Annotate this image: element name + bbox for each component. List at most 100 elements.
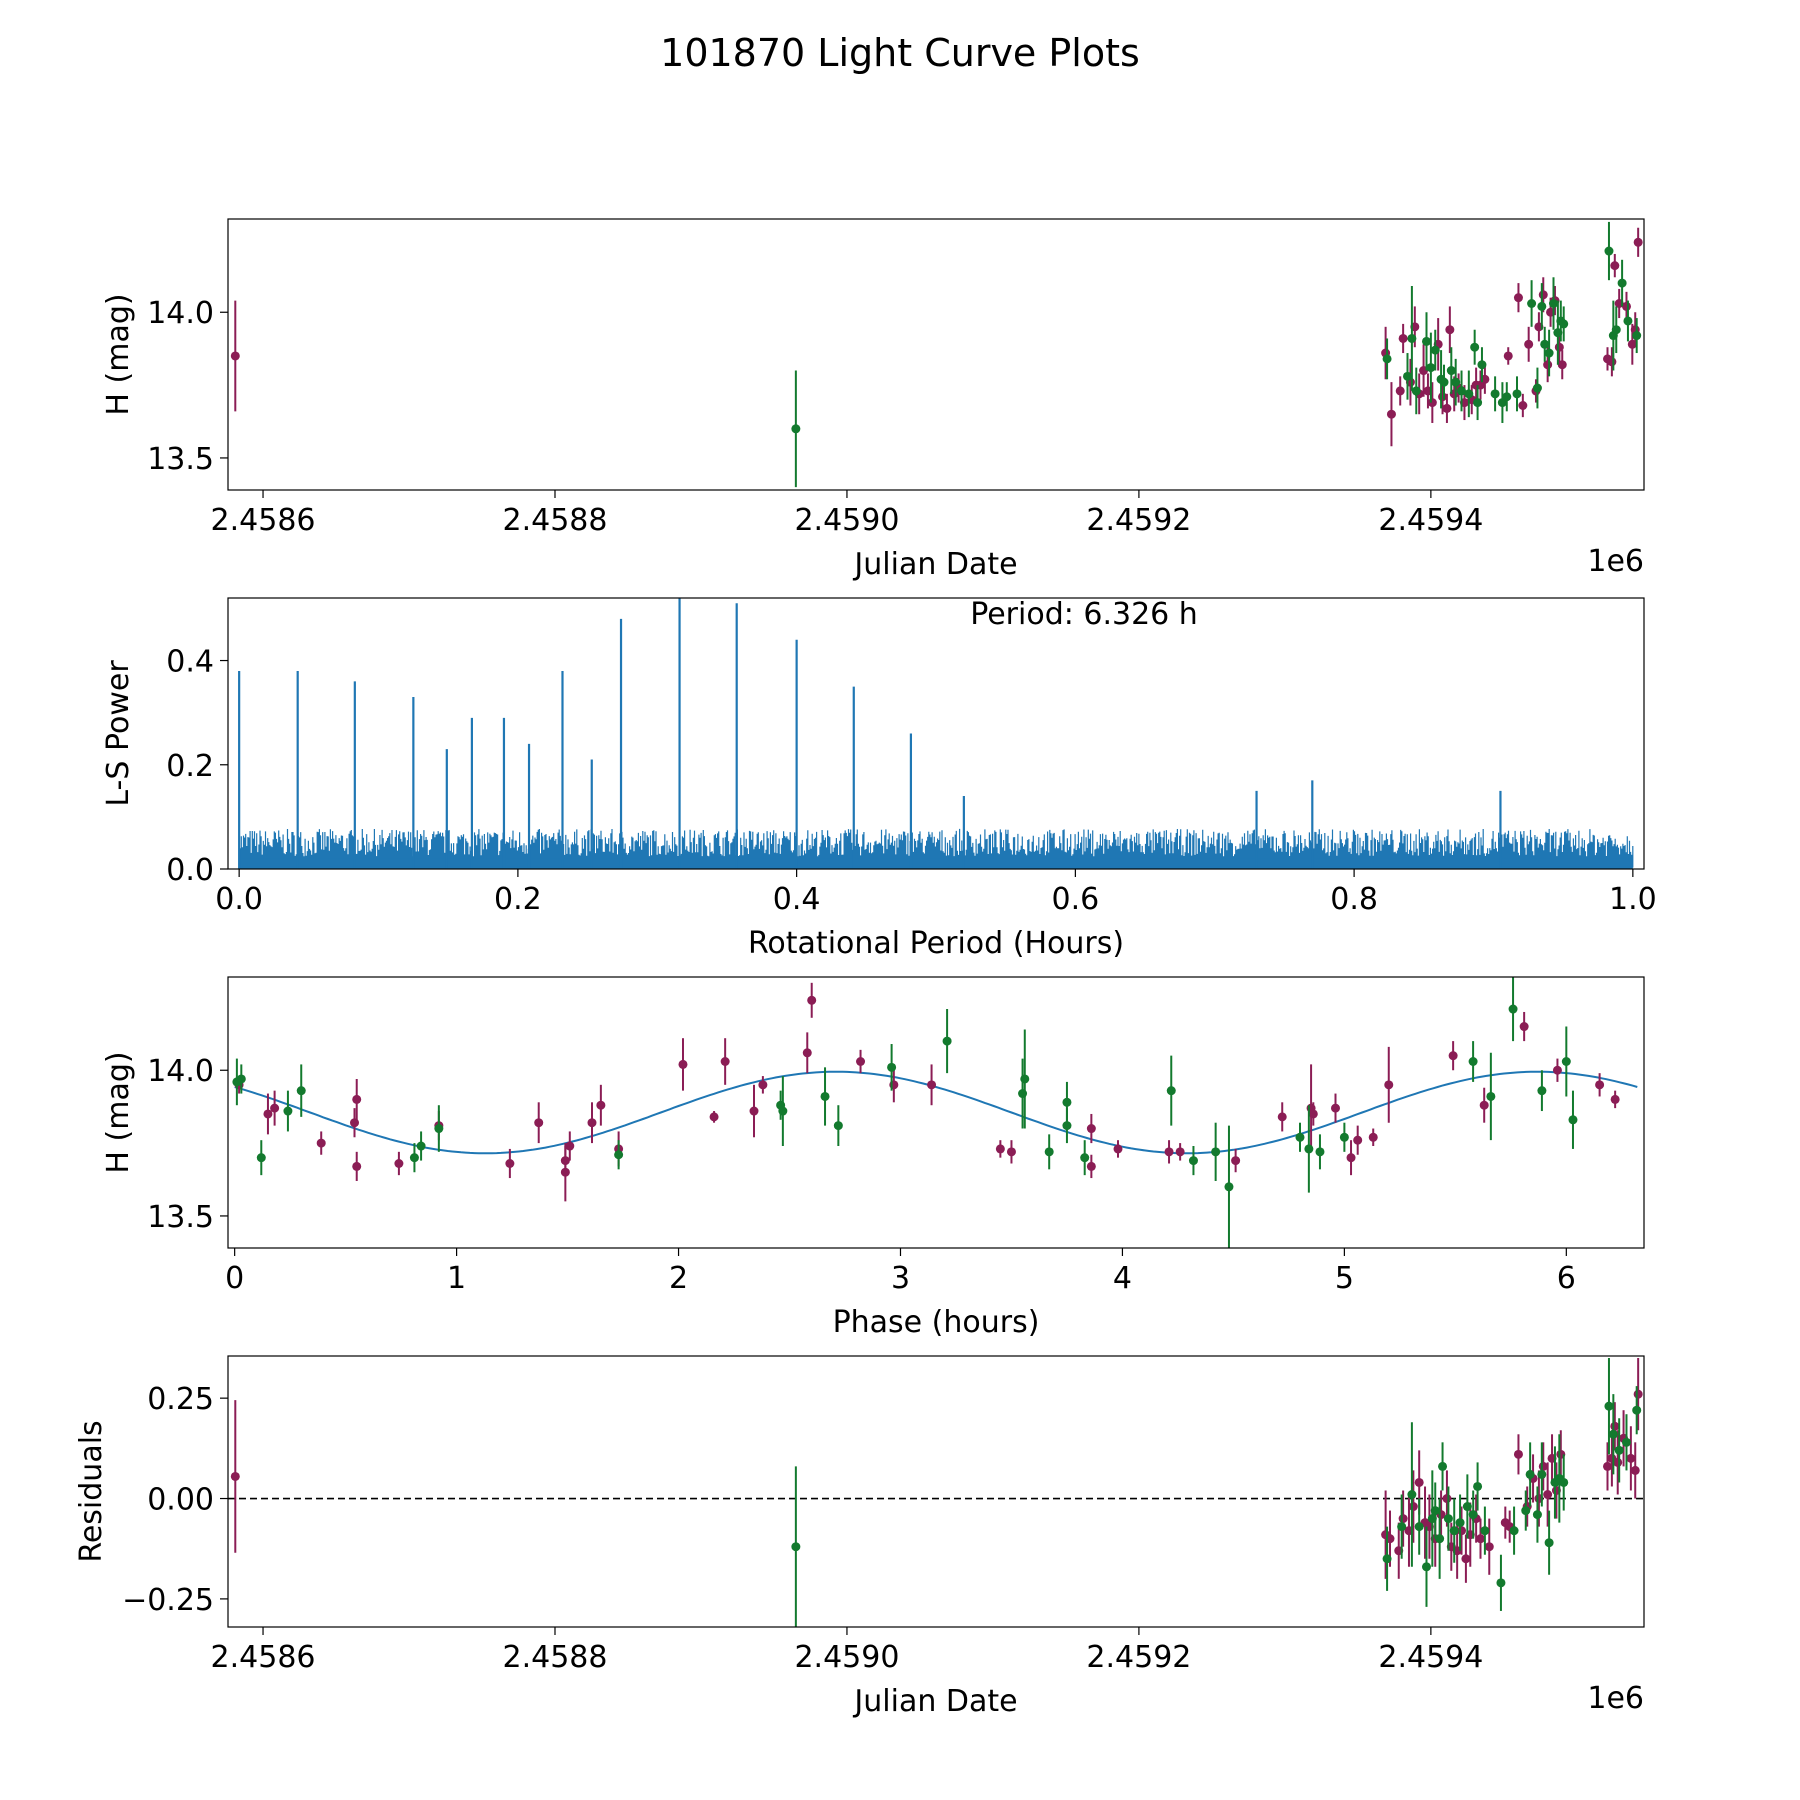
data-marker <box>1446 366 1456 376</box>
data-point <box>1443 1486 1453 1551</box>
y-axis-label: H (mag) <box>101 293 136 415</box>
data-marker <box>1461 1554 1471 1564</box>
data-point <box>1537 283 1547 330</box>
data-point <box>1561 1026 1571 1097</box>
data-point <box>1439 364 1449 400</box>
data-marker <box>416 1141 426 1151</box>
data-point <box>1381 326 1391 380</box>
data-marker <box>1086 1124 1096 1134</box>
data-marker <box>927 1080 937 1090</box>
data-point <box>1603 1442 1613 1491</box>
data-point <box>820 1067 830 1126</box>
data-point <box>352 1151 362 1181</box>
data-point <box>409 1143 419 1173</box>
data-point <box>1630 1442 1640 1499</box>
data-point <box>1451 358 1461 406</box>
data-point <box>1382 338 1392 380</box>
data-marker <box>1442 1494 1452 1504</box>
data-marker <box>1548 299 1558 309</box>
data-marker <box>856 1057 866 1067</box>
data-marker <box>1552 1065 1562 1075</box>
data-point <box>1473 385 1483 421</box>
data-marker <box>1537 301 1547 311</box>
data-point <box>1611 306 1621 354</box>
data-point <box>1044 1134 1054 1170</box>
data-point <box>1086 1154 1096 1179</box>
data-point <box>1457 370 1467 412</box>
data-point <box>1446 347 1456 394</box>
data-marker <box>1468 1057 1478 1067</box>
data-point <box>1608 1394 1618 1475</box>
x-tick-label: 0.8 <box>1330 882 1378 917</box>
data-point <box>1461 1534 1471 1583</box>
data-point <box>1632 318 1642 354</box>
data-point <box>1403 353 1413 400</box>
x-tick-label: 2.4588 <box>503 503 608 538</box>
periodogram-base <box>239 858 1633 869</box>
data-point <box>1543 1462 1553 1527</box>
data-marker <box>1445 325 1455 335</box>
data-marker <box>1490 389 1500 399</box>
data-point <box>1445 306 1455 354</box>
data-point <box>1224 1125 1234 1248</box>
data-marker <box>1304 1144 1314 1154</box>
data-marker <box>1519 1022 1529 1032</box>
y-tick-label: −0.25 <box>122 1583 214 1618</box>
data-marker <box>1443 1514 1453 1524</box>
data-point <box>1519 1011 1529 1042</box>
data-marker <box>1532 383 1542 393</box>
data-marker <box>833 1121 843 1131</box>
data-marker <box>1480 1526 1490 1536</box>
plot-area <box>238 598 1634 869</box>
data-point <box>1479 1087 1489 1123</box>
fit-curve <box>234 1070 1638 1155</box>
data-marker <box>1430 1506 1440 1516</box>
data-point <box>1188 1146 1198 1176</box>
data-marker <box>1382 1554 1392 1564</box>
data-marker <box>1524 339 1534 349</box>
x-axis-label: Julian Date <box>852 547 1017 582</box>
data-marker <box>1020 1074 1030 1084</box>
data-marker <box>1621 301 1631 311</box>
data-marker <box>791 1542 801 1552</box>
data-marker <box>1540 339 1550 349</box>
data-point <box>534 1102 544 1144</box>
data-marker <box>505 1158 515 1168</box>
data-marker <box>758 1080 768 1090</box>
data-point <box>1330 1093 1340 1123</box>
data-marker <box>1411 386 1421 396</box>
data-point <box>1421 1526 1431 1607</box>
data-point <box>1524 326 1534 362</box>
data-point <box>614 1140 624 1170</box>
data-marker <box>1277 1112 1287 1122</box>
data-point <box>1468 1041 1478 1082</box>
series-b <box>232 977 1578 1248</box>
data-point <box>791 1466 801 1627</box>
data-point <box>833 1105 843 1147</box>
data-point <box>230 1400 240 1553</box>
data-marker <box>1559 1477 1569 1487</box>
data-marker <box>1462 1502 1472 1512</box>
data-marker <box>1502 392 1512 402</box>
data-point <box>1568 1090 1578 1149</box>
figure-title: 101870 Light Curve Plots <box>660 31 1140 75</box>
data-marker <box>1544 348 1554 358</box>
data-point <box>1382 1526 1392 1591</box>
axes-frame <box>227 976 1645 1249</box>
data-point <box>1513 1434 1523 1475</box>
data-point <box>1277 1102 1287 1132</box>
data-point <box>1537 1442 1547 1507</box>
data-point <box>1386 382 1396 447</box>
data-marker <box>1486 1091 1496 1101</box>
data-point <box>1496 1554 1506 1611</box>
data-point <box>1006 1140 1016 1164</box>
x-axis-label: Phase (hours) <box>833 1305 1040 1340</box>
data-marker <box>1613 1457 1623 1467</box>
plot-area <box>228 1358 1644 1627</box>
data-marker <box>1518 400 1528 410</box>
data-marker <box>1346 1153 1356 1163</box>
data-marker <box>1633 237 1643 247</box>
data-marker <box>1113 1144 1123 1154</box>
data-marker <box>1086 1161 1096 1171</box>
